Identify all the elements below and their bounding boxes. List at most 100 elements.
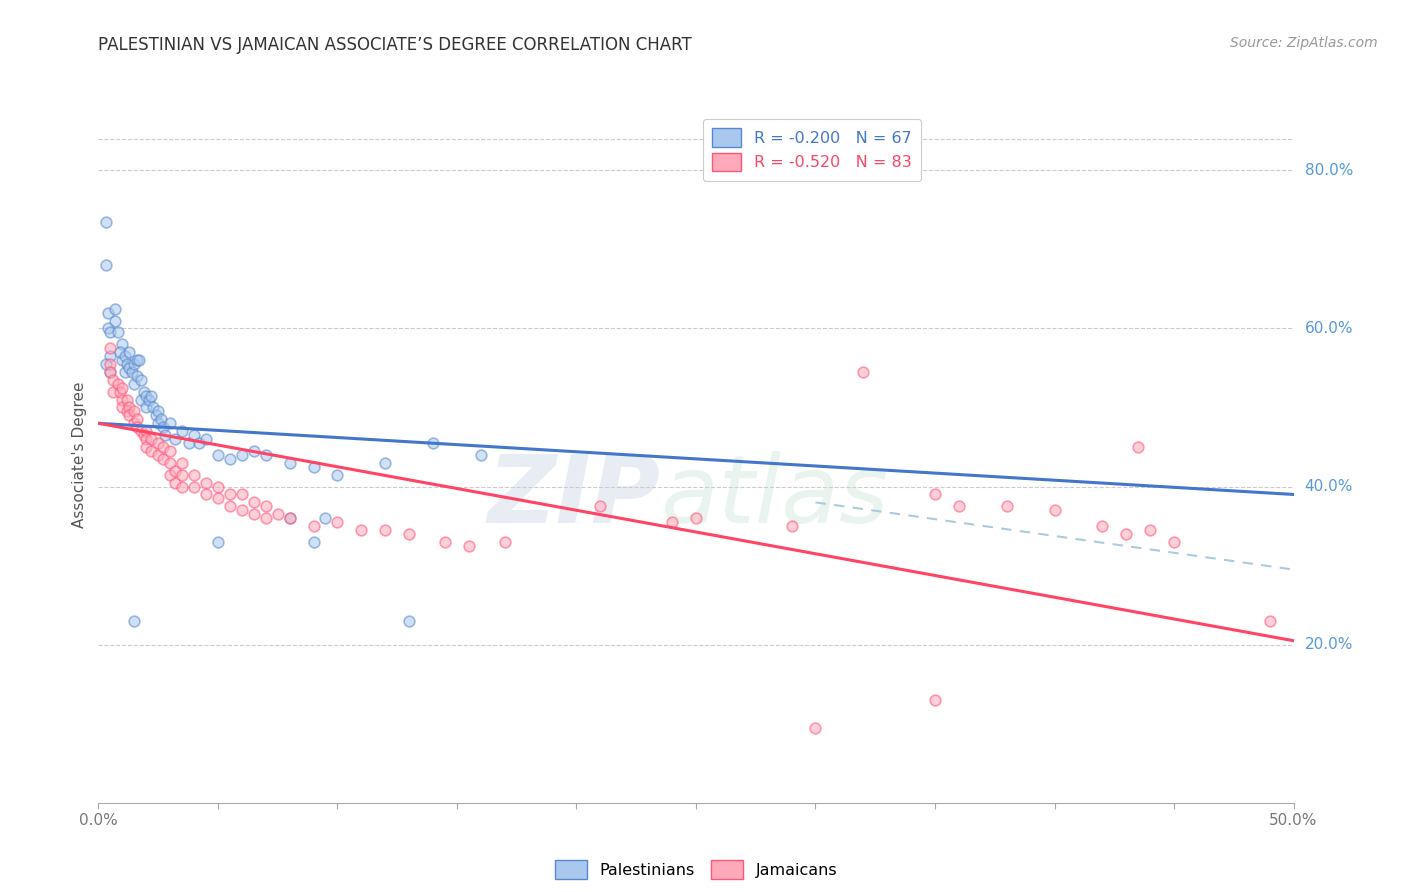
- Point: [152, 420, 174, 434]
- Point: [172, 456, 194, 470]
- Point: [207, 479, 229, 493]
- Point: [152, 440, 174, 454]
- Point: [948, 500, 970, 514]
- Point: [278, 511, 301, 525]
- Point: [326, 467, 349, 482]
- Point: [254, 448, 277, 462]
- Point: [243, 495, 266, 509]
- Point: [111, 392, 134, 407]
- Point: [374, 456, 396, 470]
- Point: [302, 534, 325, 549]
- Point: [183, 467, 205, 482]
- Point: [125, 412, 148, 426]
- Point: [124, 404, 146, 418]
- Point: [124, 376, 146, 391]
- Point: [159, 456, 181, 470]
- Point: [183, 428, 205, 442]
- Point: [494, 534, 516, 549]
- Point: [104, 313, 127, 327]
- Point: [207, 534, 229, 549]
- Point: [278, 511, 301, 525]
- Point: [302, 459, 325, 474]
- Point: [97, 321, 120, 335]
- Point: [179, 436, 201, 450]
- Point: [135, 389, 157, 403]
- Point: [135, 401, 157, 415]
- Point: [118, 345, 141, 359]
- Point: [115, 357, 138, 371]
- Point: [780, 519, 803, 533]
- Point: [187, 436, 209, 450]
- Point: [108, 384, 131, 399]
- Point: [163, 475, 186, 490]
- Point: [94, 357, 117, 371]
- Point: [219, 487, 242, 501]
- Text: ZIP: ZIP: [488, 450, 661, 542]
- Point: [398, 614, 420, 628]
- Point: [148, 448, 170, 462]
- Point: [422, 436, 444, 450]
- Point: [231, 487, 253, 501]
- Point: [139, 432, 162, 446]
- Point: [326, 515, 349, 529]
- Point: [172, 467, 194, 482]
- Point: [254, 511, 277, 525]
- Point: [470, 448, 492, 462]
- Point: [458, 539, 481, 553]
- Text: Source: ZipAtlas.com: Source: ZipAtlas.com: [1230, 36, 1378, 50]
- Point: [98, 365, 122, 379]
- Point: [124, 614, 146, 628]
- Point: [98, 326, 122, 340]
- Point: [207, 491, 229, 506]
- Point: [852, 365, 875, 379]
- Point: [159, 467, 181, 482]
- Point: [125, 353, 148, 368]
- Point: [254, 500, 277, 514]
- Point: [131, 424, 153, 438]
- Point: [172, 479, 194, 493]
- Point: [183, 479, 205, 493]
- Point: [163, 464, 186, 478]
- Point: [219, 451, 242, 466]
- Y-axis label: Associate's Degree: Associate's Degree: [72, 382, 87, 528]
- Point: [1128, 440, 1150, 454]
- Point: [115, 404, 138, 418]
- Point: [589, 500, 612, 514]
- Point: [111, 381, 134, 395]
- Point: [1043, 503, 1066, 517]
- Point: [131, 392, 153, 407]
- Point: [104, 301, 127, 316]
- Point: [155, 428, 177, 442]
- Text: 60.0%: 60.0%: [1305, 321, 1353, 336]
- Point: [194, 475, 217, 490]
- Point: [108, 345, 131, 359]
- Point: [107, 376, 129, 391]
- Point: [172, 424, 194, 438]
- Legend: Palestinians, Jamaicans: Palestinians, Jamaicans: [548, 854, 844, 885]
- Point: [1258, 614, 1281, 628]
- Point: [148, 417, 170, 431]
- Point: [219, 500, 242, 514]
- Point: [1139, 523, 1161, 537]
- Point: [159, 417, 181, 431]
- Point: [135, 432, 157, 446]
- Point: [101, 384, 124, 399]
- Point: [98, 365, 122, 379]
- Point: [135, 440, 157, 454]
- Point: [374, 523, 396, 537]
- Point: [267, 507, 290, 521]
- Point: [148, 404, 170, 418]
- Point: [315, 511, 337, 525]
- Point: [924, 487, 946, 501]
- Point: [139, 444, 162, 458]
- Point: [1115, 527, 1137, 541]
- Point: [98, 357, 122, 371]
- Point: [107, 326, 129, 340]
- Point: [132, 384, 155, 399]
- Point: [1163, 534, 1185, 549]
- Point: [207, 448, 229, 462]
- Point: [152, 451, 174, 466]
- Point: [139, 389, 162, 403]
- Point: [278, 456, 301, 470]
- Point: [243, 444, 266, 458]
